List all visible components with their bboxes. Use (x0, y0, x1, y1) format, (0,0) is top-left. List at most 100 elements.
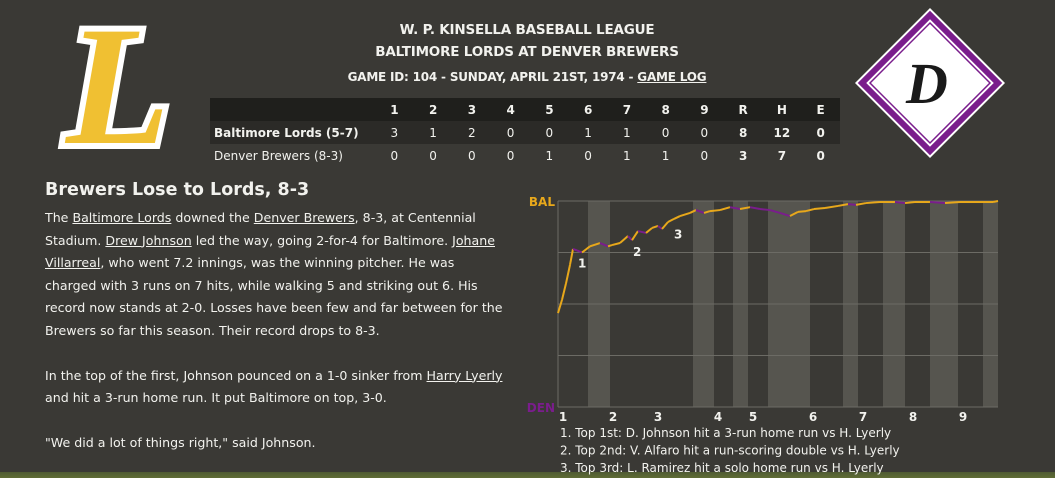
article-text: and hit a 3-run home run. It put Baltimo… (45, 390, 387, 405)
x-tick-label: 6 (809, 410, 817, 424)
win-probability-segment (759, 208, 771, 212)
x-tick-label: 7 (859, 410, 867, 424)
win-probability-segment (813, 207, 826, 211)
event-marker: 1 (578, 257, 586, 271)
score-cell: 0 (801, 144, 840, 167)
article-text: , who went 7.2 innings, was the winning … (45, 255, 503, 338)
score-cell: 1 (530, 144, 569, 167)
win-probability-segment (824, 204, 839, 209)
win-probability-segment (565, 264, 571, 284)
event-marker: 2 (633, 245, 641, 259)
score-cell: 1 (646, 144, 685, 167)
score-cell: 1 (568, 121, 608, 144)
column-label: 7 (607, 98, 647, 121)
x-tick-label: 4 (714, 410, 722, 424)
article-link[interactable]: Baltimore Lords (72, 210, 172, 225)
score-cell: 0 (413, 144, 453, 167)
win-probability-segment (637, 230, 647, 234)
score-cell: 2 (452, 121, 492, 144)
logo-diamond (855, 8, 1005, 158)
win-probability-segment (576, 249, 583, 254)
away-logo: L (58, 0, 176, 186)
article-link[interactable]: Denver Brewers (253, 210, 355, 225)
league-name: W. P. KINSELLA BASEBALL LEAGUE (399, 22, 655, 38)
matchup: BALTIMORE LORDS AT DENVER BREWERS (375, 44, 679, 60)
x-tick-label: 5 (749, 410, 757, 424)
win-probability-segment (619, 235, 629, 244)
win-probability-chart: BAL DEN 1 2 3 4 5 6 7 8 9 1 2 3 1. Top 1st: D. Johnson… (527, 195, 999, 475)
team-name[interactable]: Baltimore Lords (5-7) (210, 121, 375, 144)
article-link[interactable]: Drew Johnson (105, 232, 192, 248)
score-cell: 0 (685, 121, 724, 144)
x-tick-label: 8 (909, 410, 917, 424)
score-cell: 0 (530, 121, 569, 144)
event-note: 1. Top 1st: D. Johnson hit a 3-run home … (560, 426, 891, 440)
score-cell: 0 (646, 121, 685, 144)
game-log-link[interactable]: GAME LOG (637, 70, 707, 84)
paragraph: "We did a lot of things right," said Joh… (45, 432, 507, 455)
win-probability-segment (719, 206, 731, 212)
y-tick-label: BAL (529, 195, 555, 209)
away-logo-letter: L (64, 0, 170, 180)
team-name[interactable]: Denver Brewers (8-3) (210, 144, 375, 167)
win-probability-segment (645, 227, 653, 234)
win-probability-segment (709, 209, 721, 213)
column-label: R (723, 98, 763, 121)
headline: Brewers Lose to Lords, 8-3 (45, 180, 310, 200)
game-info: GAME ID: 104 - SUNDAY, APRIL 21ST, 1974 … (347, 70, 638, 84)
win-probability-segment (667, 218, 675, 223)
win-probability-segment (631, 230, 639, 241)
win-probability-segment (929, 201, 946, 205)
paragraph: The Baltimore Lords downed the Denver Br… (45, 207, 507, 342)
event-note: 3. Top 3rd: L. Ramirez hit a solo home r… (560, 461, 884, 475)
win-probability-segment (749, 206, 761, 211)
column-label: 9 (685, 98, 724, 121)
win-probability-segment (805, 208, 815, 213)
win-probability-segment (657, 225, 663, 230)
score-cell: 7 (762, 144, 802, 167)
win-probability-segment (847, 203, 857, 206)
win-probability-segment (992, 200, 999, 204)
column-label: 5 (530, 98, 569, 121)
win-probability-segment (557, 299, 563, 314)
score-cell: 0 (685, 144, 724, 167)
article-text: In the top of the first, Johnson pounced… (45, 367, 427, 383)
article-link[interactable]: Johane Villarreal (45, 232, 495, 271)
score-cell: 1 (413, 121, 453, 144)
win-probability-segment (599, 242, 609, 248)
win-probability-segment (703, 210, 711, 214)
column-label: 8 (646, 98, 685, 121)
home-logo-letter: D (905, 51, 948, 116)
win-probability-segment (855, 202, 867, 206)
win-probability-segment (797, 210, 807, 213)
logo-border (857, 10, 1003, 156)
home-logo: D (855, 8, 1005, 158)
win-probability-segment (651, 224, 659, 229)
win-probability-segment (739, 206, 751, 211)
article-link[interactable]: Harry Lyerly (426, 367, 503, 383)
article-text: downed the (171, 210, 254, 225)
score-cell: 0 (375, 144, 414, 167)
article: The Baltimore Lords downed the Denver Br… (45, 207, 507, 477)
column-label (210, 98, 375, 121)
win-probability-segment (561, 283, 567, 301)
win-probability-segment (679, 211, 691, 217)
column-label: 3 (452, 98, 492, 121)
event-note: 2. Top 2nd: V. Alfaro hit a run-scoring … (560, 444, 900, 458)
win-probability-segment (865, 201, 881, 205)
win-probability-segment (581, 245, 591, 254)
win-probability-segment (673, 215, 681, 220)
score-cell: 0 (568, 144, 608, 167)
score-cell: 0 (491, 121, 530, 144)
article-text: "We did a lot of things right," said Joh… (45, 435, 316, 450)
column-label: 4 (491, 98, 530, 121)
column-label: 1 (375, 98, 414, 121)
win-probability-segment (944, 201, 961, 205)
win-probability-segment (572, 248, 578, 252)
paragraph: In the top of the first, Johnson pounced… (45, 365, 507, 410)
win-probability-segment (607, 244, 613, 248)
column-label: H (762, 98, 802, 121)
score-cell: 12 (762, 121, 802, 144)
field-strip (0, 472, 1055, 478)
logo-inner-border (868, 21, 992, 145)
